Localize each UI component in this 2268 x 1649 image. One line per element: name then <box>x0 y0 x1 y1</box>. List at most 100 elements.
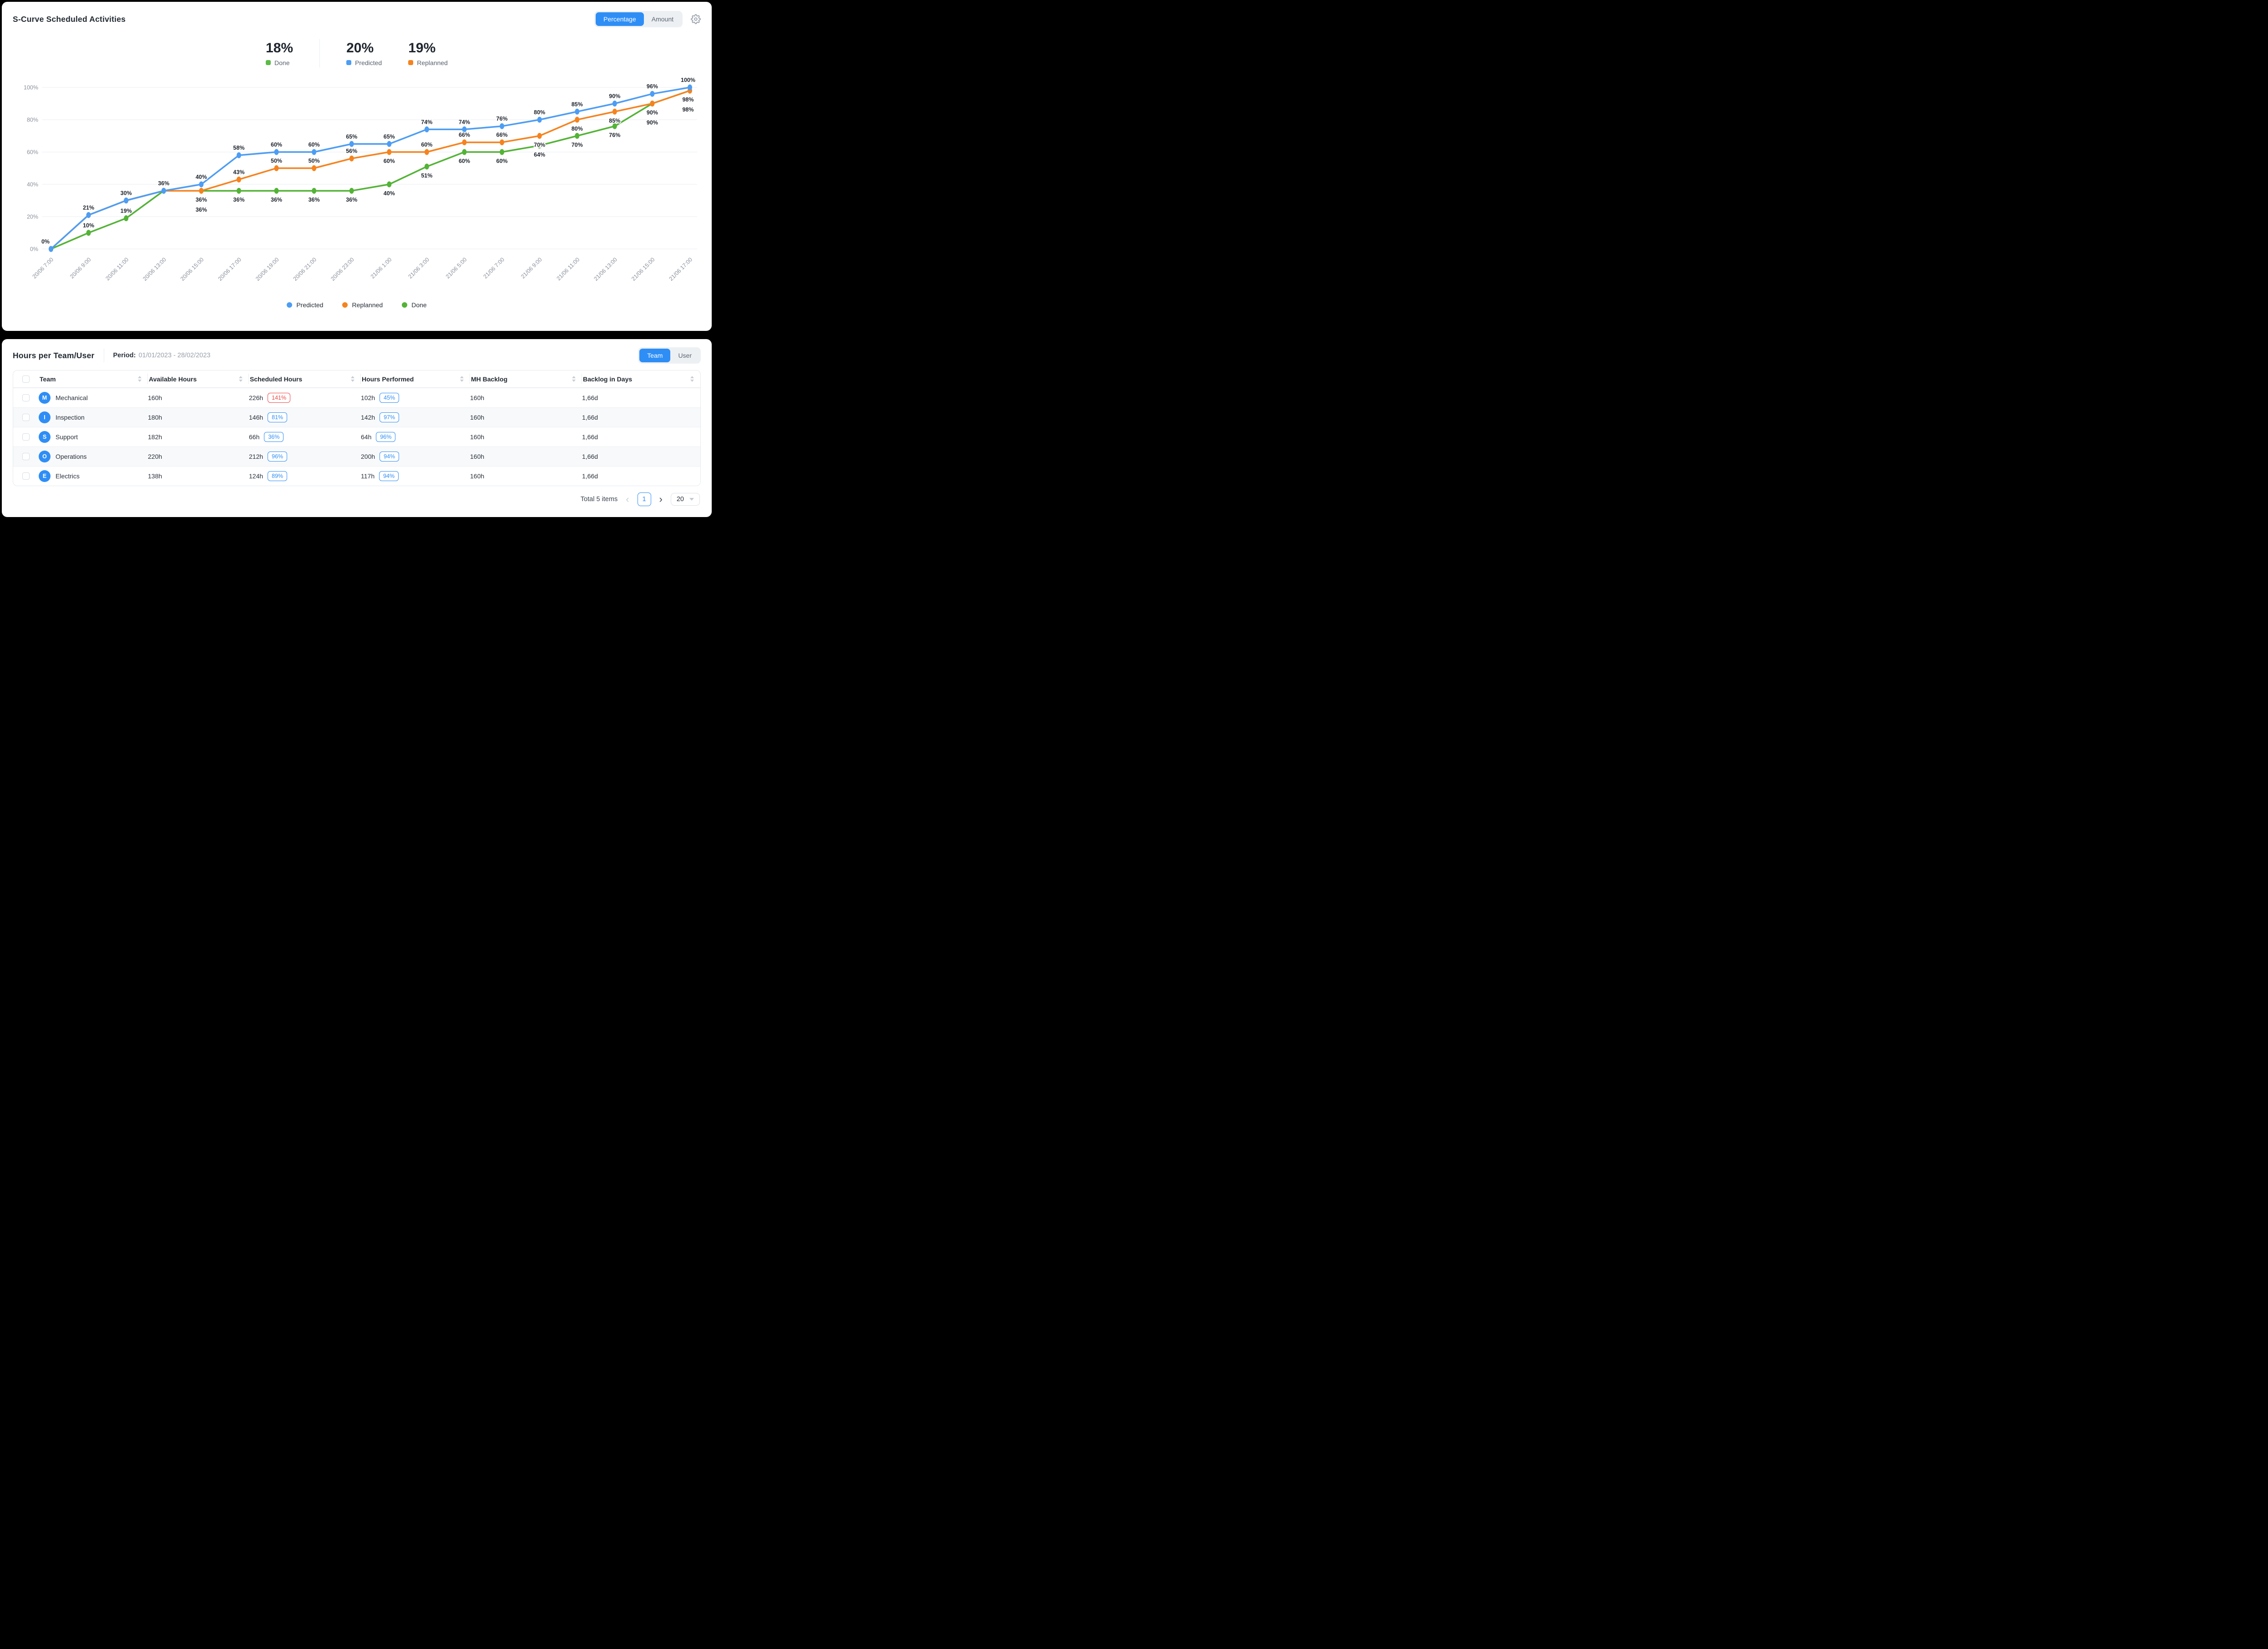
predicted-data-label: 85% <box>572 101 583 107</box>
predicted-data-label: 74% <box>421 119 432 125</box>
x-axis-label: 20/06 11:00 <box>104 256 130 282</box>
done-data-label: 36% <box>309 197 320 203</box>
team-toggle-button[interactable]: Team <box>639 349 671 362</box>
cell-hours-performed: 64h 96% <box>361 432 470 442</box>
replanned-point <box>236 176 241 183</box>
replanned-point <box>312 165 317 171</box>
percentage-toggle-button[interactable]: Percentage <box>596 12 644 26</box>
pagination-page-1[interactable]: 1 <box>637 492 651 506</box>
cell-backlog-in-days: 1,66d <box>582 472 700 480</box>
done-point <box>500 149 505 155</box>
row-checkbox[interactable] <box>22 394 30 401</box>
team-name: Support <box>56 433 78 441</box>
column-header-hours-performed[interactable]: Hours Performed <box>361 370 470 387</box>
predicted-data-label: 30% <box>121 190 132 197</box>
legend-item-done[interactable]: Done <box>402 301 427 309</box>
stat-replanned-label: Replanned <box>417 59 448 66</box>
predicted-data-label: 65% <box>346 133 357 140</box>
predicted-data-label: 100% <box>681 77 695 83</box>
column-header-backlog-in-days[interactable]: Backlog in Days <box>582 370 700 387</box>
legend-label: Replanned <box>352 301 383 309</box>
done-data-label: 51% <box>421 173 432 179</box>
row-checkbox-cell <box>13 433 39 441</box>
performed-ratio-badge: 97% <box>380 412 400 422</box>
x-axis-label: 21/06 3:00 <box>407 256 430 280</box>
stat-predicted-value: 20% <box>346 40 374 56</box>
cell-available-hours: 220h <box>148 453 249 460</box>
legend-item-replanned[interactable]: Replanned <box>342 301 383 309</box>
replanned-point <box>575 117 580 123</box>
avatar: S <box>39 431 51 443</box>
table-row[interactable]: S Support 182h 66h 36% 64h 96% 160h 1,66d <box>13 427 700 446</box>
hours-performed-value: 64h <box>361 433 372 441</box>
column-label: Scheduled Hours <box>250 375 303 383</box>
column-label: MH Backlog <box>471 375 508 383</box>
replanned-point <box>199 188 204 194</box>
predicted-data-label: 60% <box>309 142 320 148</box>
column-label: Backlog in Days <box>583 375 633 383</box>
performed-ratio-badge: 96% <box>376 432 396 442</box>
table-row[interactable]: O Operations 220h 212h 96% 200h 94% 160h 1,66d <box>13 446 700 466</box>
cell-backlog-in-days: 1,66d <box>582 453 700 460</box>
done-data-label: 70% <box>572 142 583 148</box>
table-row[interactable]: I Inspection 180h 146h 81% 142h 97% 160h 1,66d <box>13 407 700 427</box>
pagination-next-icon[interactable]: › <box>659 493 663 505</box>
user-toggle-button[interactable]: User <box>670 349 699 362</box>
stat-predicted: 20% Predicted <box>346 41 382 66</box>
y-axis-label: 20% <box>27 214 38 220</box>
scurve-chart: 0% 20% 40% 60% 80% 100% 20/06 7:00 20/06 9:00 20… <box>24 76 697 282</box>
cell-available-hours: 160h <box>148 394 249 401</box>
amount-toggle-button[interactable]: Amount <box>644 12 681 26</box>
replanned-data-label: 50% <box>309 158 320 164</box>
row-checkbox-cell <box>13 472 39 480</box>
predicted-point <box>424 126 429 132</box>
done-point <box>575 133 580 139</box>
table-row[interactable]: M Mechanical 160h 226h 141% 102h 45% 160h 1,66d <box>13 388 700 407</box>
summary-stats: 18% Done 20% Predicted 19% Replanned <box>13 34 701 73</box>
table-row[interactable]: E Electrics 138h 124h 89% 117h 94% 160h 1,66d <box>13 466 700 486</box>
column-header-team[interactable]: Team <box>39 370 148 387</box>
y-axis-label: 0% <box>30 246 38 253</box>
column-header-available-hours[interactable]: Available Hours <box>148 370 249 387</box>
done-data-label: 36% <box>196 207 207 213</box>
x-axis-label: 21/06 17:00 <box>668 256 694 282</box>
x-axis-label: 20/06 15:00 <box>179 256 205 282</box>
cell-hours-performed: 102h 45% <box>361 393 470 403</box>
pagination-prev-icon[interactable]: ‹ <box>626 493 629 505</box>
replanned-point <box>612 108 617 115</box>
row-checkbox[interactable] <box>22 453 30 460</box>
select-all-checkbox[interactable] <box>22 375 30 383</box>
sort-icon <box>572 376 576 382</box>
predicted-point <box>650 91 655 97</box>
replanned-data-label: 60% <box>421 142 432 148</box>
sort-icon <box>351 376 354 382</box>
legend-label: Done <box>411 301 427 309</box>
scheduled-hours-value: 124h <box>249 472 263 480</box>
legend-item-predicted[interactable]: Predicted <box>287 301 323 309</box>
column-header-mh-backlog[interactable]: MH Backlog <box>470 370 582 387</box>
hours-performed-value: 142h <box>361 414 375 421</box>
predicted-data-label: 40% <box>196 174 207 180</box>
scheduled-ratio-badge: 36% <box>264 432 284 442</box>
done-data-label: 90% <box>647 120 658 126</box>
row-checkbox[interactable] <box>22 472 30 480</box>
done-point <box>537 142 542 149</box>
page-size-select[interactable]: 20 <box>670 493 700 506</box>
settings-gear-icon[interactable] <box>691 14 701 24</box>
done-data-label: 60% <box>459 158 470 164</box>
cell-team: I Inspection <box>39 411 148 423</box>
team-name: Mechanical <box>56 394 88 401</box>
cell-backlog-in-days: 1,66d <box>582 433 700 441</box>
legend-label: Predicted <box>296 301 324 309</box>
sort-icon <box>138 376 142 382</box>
row-checkbox[interactable] <box>22 414 30 421</box>
replanned-point <box>349 155 354 162</box>
cell-mh-backlog: 160h <box>470 433 582 441</box>
percentage-amount-toggle: Percentage Amount <box>594 11 683 27</box>
predicted-data-label: 36% <box>158 180 169 187</box>
row-checkbox[interactable] <box>22 433 30 441</box>
sort-icon <box>460 376 464 382</box>
done-point <box>462 149 467 155</box>
column-header-scheduled-hours[interactable]: Scheduled Hours <box>249 370 361 387</box>
performed-ratio-badge: 45% <box>380 393 400 403</box>
